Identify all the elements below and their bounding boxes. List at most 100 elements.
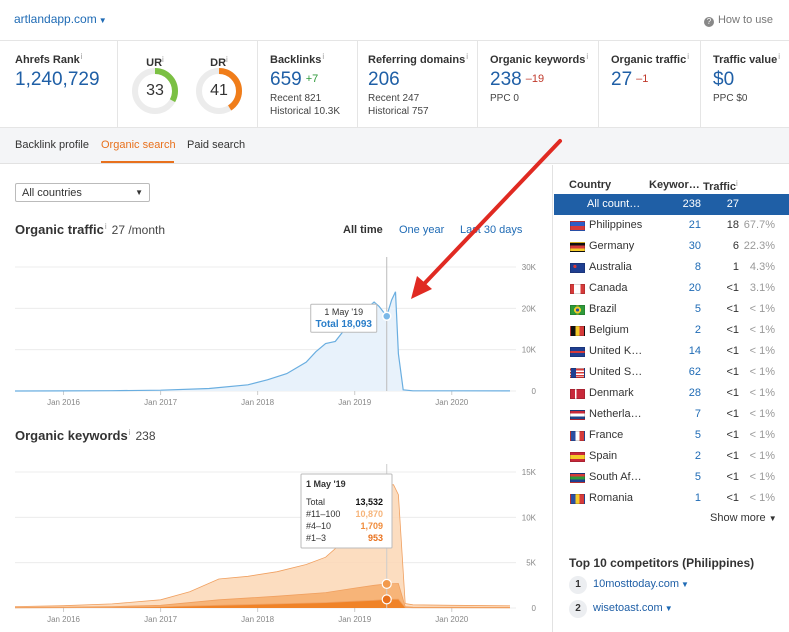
country-row[interactable]: Philippines 21 18 67.7%: [554, 215, 789, 236]
tab-backlink-profile[interactable]: Backlink profile: [15, 139, 89, 151]
country-row[interactable]: Australia 8 1 4.3%: [554, 257, 789, 278]
country-row[interactable]: Denmark 28 <1 < 1%: [554, 383, 789, 404]
metric-organic-keywords: Organic keywordsi 238 –19 PPC 0: [478, 41, 599, 129]
organic-keywords-value[interactable]: 238: [490, 69, 522, 90]
competitor-link[interactable]: wisetoast.com: [593, 602, 663, 614]
country-name: Canada: [589, 282, 628, 294]
country-keywords[interactable]: 2: [694, 450, 701, 462]
countries-panel: Country Keywor… Traffici All count… 238 27…: [552, 165, 789, 632]
x-tick-label: Jan 2018: [241, 398, 274, 407]
country-keywords[interactable]: 28: [688, 387, 701, 399]
backlinks-label: Backlinks: [270, 54, 322, 66]
country-traffic-share: < 1%: [749, 492, 775, 504]
competitor-row: 1 10mosttoday.com ▼: [569, 576, 689, 594]
country-row[interactable]: South Af… 5 <1 < 1%: [554, 467, 789, 488]
x-tick-label: Jan 2019: [338, 398, 371, 407]
info-icon[interactable]: i: [687, 52, 689, 61]
info-icon[interactable]: i: [128, 428, 131, 437]
site-dropdown[interactable]: artlandapp.com ▼: [14, 12, 107, 26]
organic-traffic-chart[interactable]: 0 10K 20K 30K Jan 2016 Jan 2017 Jan 2018 Jan 20…: [0, 255, 552, 410]
country-traffic: <1: [726, 303, 739, 315]
range-last-30-days[interactable]: Last 30 days: [460, 224, 523, 236]
country-keywords[interactable]: 2: [694, 324, 701, 336]
how-to-use-link[interactable]: ? How to use: [703, 14, 773, 27]
metric-ratings: URi 33 DRi 41: [118, 41, 258, 129]
info-icon[interactable]: i: [586, 52, 589, 61]
country-keywords[interactable]: 5: [694, 471, 701, 483]
country-name: Brazil: [589, 303, 617, 315]
range-one-year[interactable]: One year: [399, 224, 445, 236]
country-row[interactable]: France 5 <1 < 1%: [554, 425, 789, 446]
info-icon[interactable]: i: [104, 222, 107, 231]
info-icon[interactable]: i: [466, 52, 468, 61]
metric-organic-traffic: Organic traffici 27 –1: [599, 41, 701, 129]
country-row[interactable]: Spain 2 <1 < 1%: [554, 446, 789, 467]
country-row[interactable]: Romania 1 <1 < 1%: [554, 488, 789, 509]
country-keywords[interactable]: 8: [694, 261, 701, 273]
country-keywords[interactable]: 20: [688, 282, 701, 294]
info-icon[interactable]: i: [322, 52, 325, 61]
tooltip-row-label: #4–10: [306, 521, 331, 531]
country-traffic-share: < 1%: [749, 324, 775, 336]
info-icon[interactable]: i: [736, 179, 738, 188]
competitor-rank: 1: [569, 576, 587, 594]
show-more-button[interactable]: Show more ▼: [710, 512, 777, 524]
country-row[interactable]: Belgium 2 <1 < 1%: [554, 320, 789, 341]
country-name: Netherla…: [589, 408, 642, 420]
traffic-value-value[interactable]: $0: [713, 69, 735, 90]
info-icon[interactable]: i: [80, 52, 83, 61]
ur-ring: [132, 68, 178, 114]
chevron-down-icon[interactable]: ▼: [681, 580, 689, 589]
col-traffic[interactable]: Traffici: [703, 179, 738, 193]
country-row[interactable]: United S… 62 <1 < 1%: [554, 362, 789, 383]
country-keywords[interactable]: 238: [682, 198, 701, 210]
organic-traffic-value[interactable]: 27: [611, 69, 633, 90]
y-tick-label: 0: [532, 604, 537, 613]
country-name: Romania: [589, 492, 634, 504]
country-row[interactable]: Germany 30 6 22.3%: [554, 236, 789, 257]
col-country[interactable]: Country: [569, 179, 612, 191]
tooltip-row-label: #1–3: [306, 533, 326, 543]
country-keywords[interactable]: 7: [694, 408, 701, 420]
country-name: Australia: [589, 261, 632, 273]
keywords-tooltip: 1 May '19 Total 13,532 #11–100 10,870 #4–10 1,…: [300, 473, 393, 549]
country-select[interactable]: All countries ▼: [15, 183, 150, 202]
organic-keywords-chart[interactable]: 0 5K 10K 15K Jan 2016 Jan 2017 Jan 2018 Jan 201…: [0, 455, 552, 632]
info-icon[interactable]: i: [778, 52, 780, 61]
info-icon[interactable]: i: [226, 55, 228, 64]
country-keywords[interactable]: 5: [694, 303, 701, 315]
metric-backlinks: Backlinksi 659 +7 Recent 821 Historical 1…: [258, 41, 358, 129]
backlinks-value[interactable]: 659: [270, 69, 302, 90]
country-row[interactable]: United K… 14 <1 < 1%: [554, 341, 789, 362]
country-row[interactable]: All count… 238 27: [554, 194, 789, 215]
country-row[interactable]: Netherla… 7 <1 < 1%: [554, 404, 789, 425]
country-keywords[interactable]: 21: [688, 219, 701, 231]
country-keywords[interactable]: 62: [688, 366, 701, 378]
tab-organic-search[interactable]: Organic search: [101, 139, 176, 151]
country-traffic: <1: [726, 366, 739, 378]
col-keywords[interactable]: Keywor…: [649, 179, 700, 191]
chevron-down-icon[interactable]: ▼: [664, 604, 673, 613]
country-name: United S…: [589, 366, 643, 378]
competitor-link[interactable]: 10mosttoday.com: [593, 578, 680, 590]
country-keywords[interactable]: 1: [694, 492, 701, 504]
country-keywords[interactable]: 5: [694, 429, 701, 441]
country-row[interactable]: Canada 20 <1 3.1%: [554, 278, 789, 299]
flag-ca-icon: [570, 284, 585, 294]
info-icon[interactable]: i: [162, 55, 164, 64]
country-keywords[interactable]: 14: [688, 345, 701, 357]
x-tick-label: Jan 2016: [47, 615, 80, 624]
organic-keywords-title: Organic keywordsi 238: [15, 428, 156, 443]
chevron-down-icon: ▼: [135, 188, 143, 197]
tooltip-row-value: 953: [368, 533, 383, 543]
tab-paid-search[interactable]: Paid search: [187, 139, 246, 151]
range-all-time[interactable]: All time: [343, 224, 383, 236]
site-name: artlandapp.com: [14, 12, 97, 26]
flag-es-icon: [570, 452, 585, 462]
country-traffic: <1: [726, 324, 739, 336]
referring-domains-value[interactable]: 206: [368, 69, 400, 90]
country-row[interactable]: Brazil 5 <1 < 1%: [554, 299, 789, 320]
country-name: Denmark: [589, 387, 634, 399]
country-keywords[interactable]: 30: [688, 240, 701, 252]
country-traffic-share: 67.7%: [743, 219, 775, 231]
